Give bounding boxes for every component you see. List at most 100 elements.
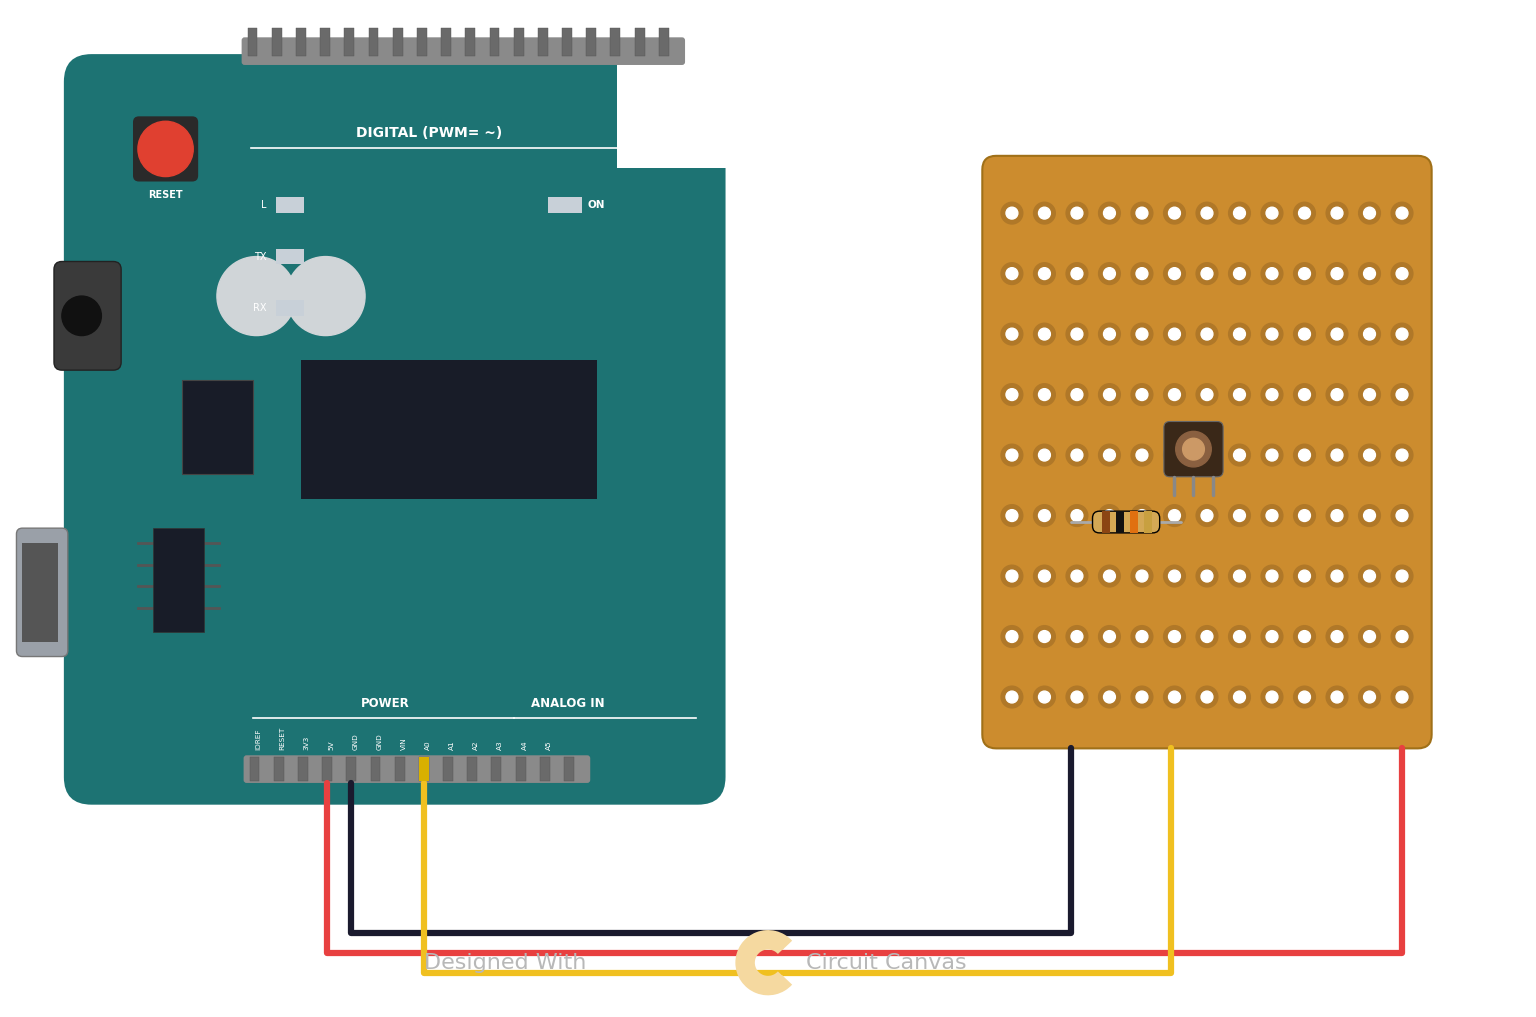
- Circle shape: [1298, 571, 1310, 582]
- Circle shape: [1332, 571, 1342, 582]
- Circle shape: [1233, 388, 1246, 401]
- Circle shape: [61, 296, 101, 336]
- Text: 12: 12: [327, 15, 336, 24]
- Circle shape: [1298, 267, 1310, 280]
- Circle shape: [1293, 383, 1315, 406]
- Bar: [539, 758, 550, 781]
- FancyBboxPatch shape: [1164, 421, 1223, 477]
- Circle shape: [1266, 450, 1278, 461]
- Circle shape: [1197, 323, 1218, 345]
- Circle shape: [1071, 207, 1083, 219]
- Text: ANALOG IN: ANALOG IN: [531, 698, 604, 711]
- Circle shape: [1164, 202, 1186, 224]
- Circle shape: [1034, 686, 1055, 708]
- Circle shape: [1392, 625, 1413, 648]
- Text: POWER: POWER: [361, 698, 409, 711]
- Circle shape: [1392, 202, 1413, 224]
- Circle shape: [1233, 510, 1246, 522]
- Circle shape: [1197, 565, 1218, 587]
- Circle shape: [1197, 383, 1218, 406]
- Circle shape: [1071, 267, 1083, 280]
- Bar: [370, 758, 381, 781]
- Circle shape: [1266, 207, 1278, 219]
- Circle shape: [1137, 631, 1147, 643]
- Bar: [247, 28, 258, 56]
- Circle shape: [1103, 450, 1115, 461]
- Circle shape: [1103, 388, 1115, 401]
- Circle shape: [1396, 207, 1409, 219]
- Circle shape: [1229, 625, 1250, 648]
- Circle shape: [1001, 565, 1023, 587]
- Circle shape: [1034, 323, 1055, 345]
- Circle shape: [1169, 571, 1180, 582]
- Circle shape: [1130, 565, 1154, 587]
- Bar: [323, 758, 332, 781]
- Circle shape: [1266, 328, 1278, 340]
- Circle shape: [1137, 267, 1147, 280]
- Circle shape: [1130, 383, 1154, 406]
- Bar: [1103, 512, 1111, 533]
- Circle shape: [1233, 267, 1246, 280]
- Circle shape: [1137, 388, 1147, 401]
- Circle shape: [1396, 267, 1409, 280]
- Circle shape: [1359, 444, 1381, 466]
- Circle shape: [1266, 510, 1278, 522]
- Text: ~9: ~9: [399, 13, 409, 24]
- Circle shape: [217, 256, 296, 336]
- Bar: [183, 380, 253, 474]
- Text: GND: GND: [352, 733, 358, 751]
- Bar: [562, 28, 571, 56]
- Text: GND: GND: [376, 733, 382, 751]
- Text: A2: A2: [473, 740, 479, 751]
- Circle shape: [1293, 262, 1315, 285]
- Circle shape: [1103, 267, 1115, 280]
- Circle shape: [138, 121, 194, 177]
- Circle shape: [1298, 631, 1310, 643]
- Circle shape: [1392, 262, 1413, 285]
- Circle shape: [1233, 692, 1246, 703]
- Circle shape: [1006, 207, 1018, 219]
- Circle shape: [1006, 267, 1018, 280]
- Circle shape: [1130, 262, 1154, 285]
- Circle shape: [1298, 388, 1310, 401]
- Text: A3: A3: [498, 740, 504, 751]
- Circle shape: [1359, 565, 1381, 587]
- Circle shape: [1332, 267, 1342, 280]
- Circle shape: [1001, 323, 1023, 345]
- Circle shape: [1201, 571, 1213, 582]
- FancyBboxPatch shape: [17, 528, 68, 657]
- Circle shape: [1001, 444, 1023, 466]
- Circle shape: [1197, 686, 1218, 708]
- Circle shape: [1169, 631, 1180, 643]
- Circle shape: [1293, 565, 1315, 587]
- Circle shape: [1261, 625, 1283, 648]
- Circle shape: [1229, 565, 1250, 587]
- Bar: [1117, 512, 1124, 533]
- Circle shape: [1364, 207, 1375, 219]
- Circle shape: [1266, 388, 1278, 401]
- Circle shape: [1229, 444, 1250, 466]
- Circle shape: [1201, 207, 1213, 219]
- Text: A4: A4: [522, 740, 527, 751]
- Circle shape: [1066, 504, 1087, 527]
- Circle shape: [1266, 267, 1278, 280]
- Circle shape: [1233, 450, 1246, 461]
- Circle shape: [1038, 267, 1051, 280]
- Circle shape: [1164, 262, 1186, 285]
- Circle shape: [286, 256, 366, 336]
- Text: ~3: ~3: [545, 13, 554, 24]
- Text: 8: 8: [424, 19, 433, 24]
- Text: 13: 13: [303, 15, 312, 24]
- Circle shape: [1197, 625, 1218, 648]
- Circle shape: [1332, 692, 1342, 703]
- Circle shape: [1326, 686, 1349, 708]
- Circle shape: [1066, 262, 1087, 285]
- Bar: [442, 758, 453, 781]
- Circle shape: [1359, 504, 1381, 527]
- Circle shape: [1364, 571, 1375, 582]
- Circle shape: [1071, 631, 1083, 643]
- Circle shape: [1164, 625, 1186, 648]
- FancyBboxPatch shape: [241, 38, 685, 65]
- Text: L: L: [261, 200, 266, 211]
- Circle shape: [1001, 625, 1023, 648]
